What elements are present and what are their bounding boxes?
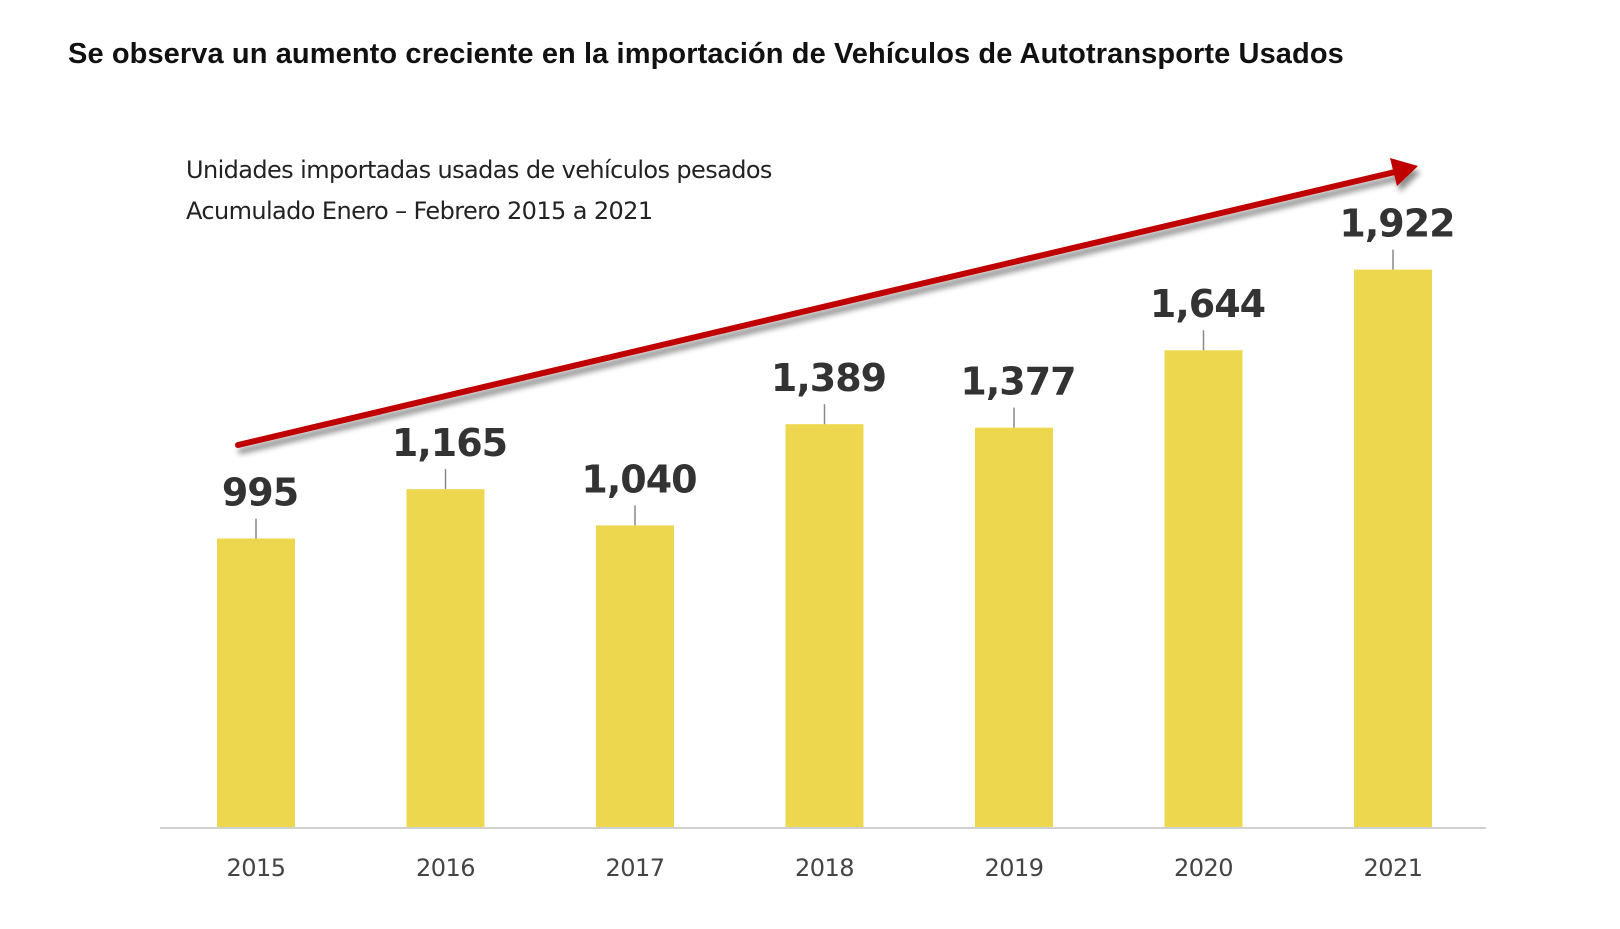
x-tick-label-2016: 2016 xyxy=(416,854,475,882)
x-tick-label-2017: 2017 xyxy=(605,854,664,882)
chart-subtitle-line-1: Unidades importadas usadas de vehículos … xyxy=(186,156,772,184)
data-label-2021: 1,922 xyxy=(1339,202,1454,246)
bar-2020 xyxy=(1164,350,1243,827)
x-tick-label-2021: 2021 xyxy=(1363,854,1422,882)
trend-arrow-shaft xyxy=(235,169,1398,448)
trend-arrow xyxy=(235,158,1418,448)
x-tick-label-2018: 2018 xyxy=(795,854,854,882)
x-tick-label-2020: 2020 xyxy=(1174,854,1233,882)
data-label-2019: 1,377 xyxy=(960,360,1075,404)
bar-2019 xyxy=(975,427,1053,827)
x-tick-label-2019: 2019 xyxy=(984,854,1043,882)
bar-2018 xyxy=(785,424,864,827)
trend-arrow-head xyxy=(1390,158,1418,186)
chart-subtitle-line-2: Acumulado Enero – Febrero 2015 a 2021 xyxy=(186,197,653,225)
data-label-2015: 995 xyxy=(222,470,298,514)
chart-title: Se observa un aumento creciente en la im… xyxy=(68,38,1344,70)
data-label-2016: 1,165 xyxy=(392,421,507,465)
bar-2017 xyxy=(596,525,674,827)
bar-2021 xyxy=(1354,269,1432,827)
bar-2015 xyxy=(217,538,295,827)
x-tick-label-2015: 2015 xyxy=(226,854,285,882)
data-label-2018: 1,389 xyxy=(771,356,886,400)
data-label-2017: 1,040 xyxy=(581,457,696,501)
data-label-2020: 1,644 xyxy=(1150,282,1265,326)
bar-2016 xyxy=(406,489,485,827)
